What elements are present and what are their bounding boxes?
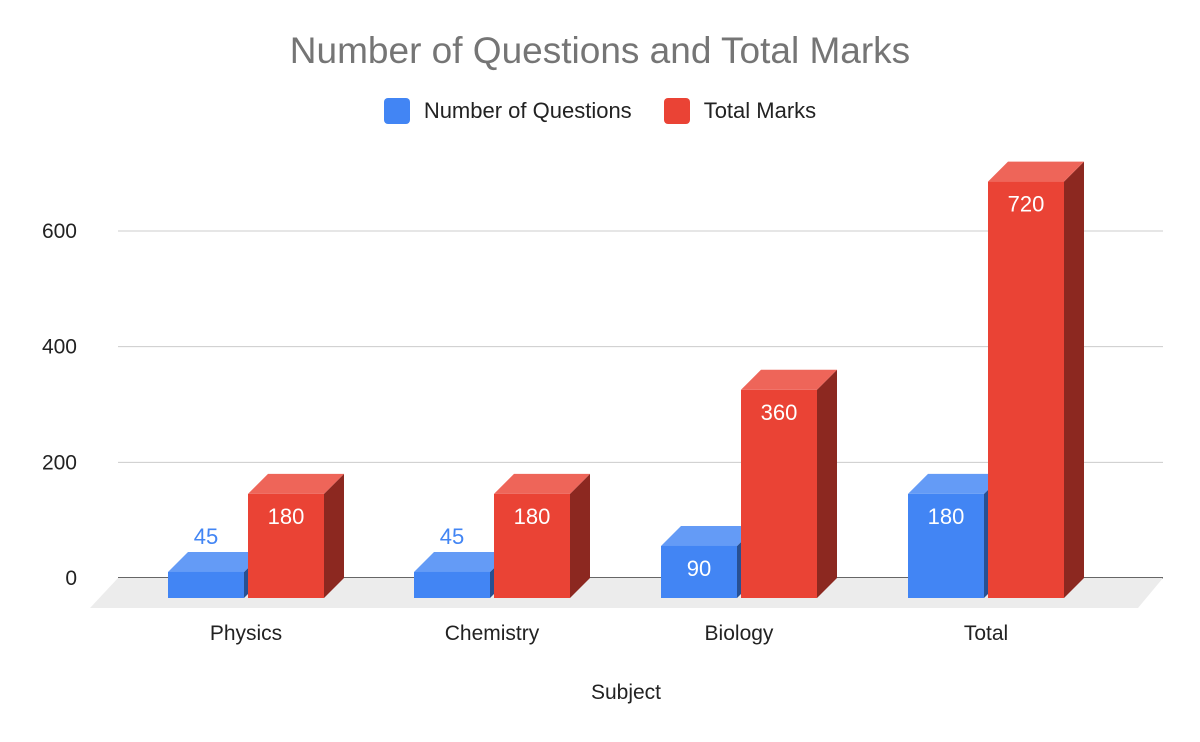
data-label: 180 [514,504,551,529]
chart-title: Number of Questions and Total Marks [289,30,911,71]
legend-swatch-questions [383,98,410,124]
data-label: 45 [194,524,218,549]
x-axis-title: Subject [591,681,661,704]
bar [494,493,570,598]
y-tick-label: 400 [42,336,77,359]
y-tick-label: 0 [65,567,77,590]
bar-side [570,473,590,598]
bar [908,493,984,598]
bar-top [908,473,1004,494]
bar-top [741,369,837,390]
y-tick-label: 600 [42,220,77,243]
x-tick-label: Biology [705,622,774,645]
bar [661,545,737,598]
data-label: 90 [687,556,711,581]
bar-side [1064,161,1084,598]
x-tick-label: Chemistry [445,622,540,645]
bar-top [414,551,510,572]
bar [988,181,1064,598]
legend-label-questions: Number of Questions [423,98,632,123]
x-tick-label: Total [964,622,1008,645]
data-label: 180 [928,504,965,529]
bar-top [494,473,590,494]
x-tick-label: Physics [210,622,282,645]
chart-floor [90,578,1163,608]
data-label: 360 [761,400,798,425]
bar-side [817,369,837,598]
legend: Number of Questions Total Marks [0,98,1200,124]
data-label: 45 [440,524,464,549]
data-label: 720 [1008,192,1045,217]
y-tick-label: 200 [42,451,77,474]
bar [168,571,244,598]
bar [741,389,817,598]
bar [414,571,490,598]
bars-layer [168,161,1084,598]
bar-top [168,551,264,572]
floor-layer [90,578,1163,608]
bar-side [324,473,344,598]
legend-swatch-marks [663,98,690,124]
bar [248,493,324,598]
labels-layer: Physics 45 180 Chemistry 45 180 Biology 90 360 To… [194,192,1045,645]
legend-label-marks: Total Marks [703,98,817,123]
bar-top [988,161,1084,182]
bar-top [661,525,757,546]
legend-item-marks[interactable]: Total Marks [663,98,817,124]
bar-top [248,473,344,494]
legend-item-questions[interactable]: Number of Questions [383,98,632,124]
data-label: 180 [268,504,305,529]
